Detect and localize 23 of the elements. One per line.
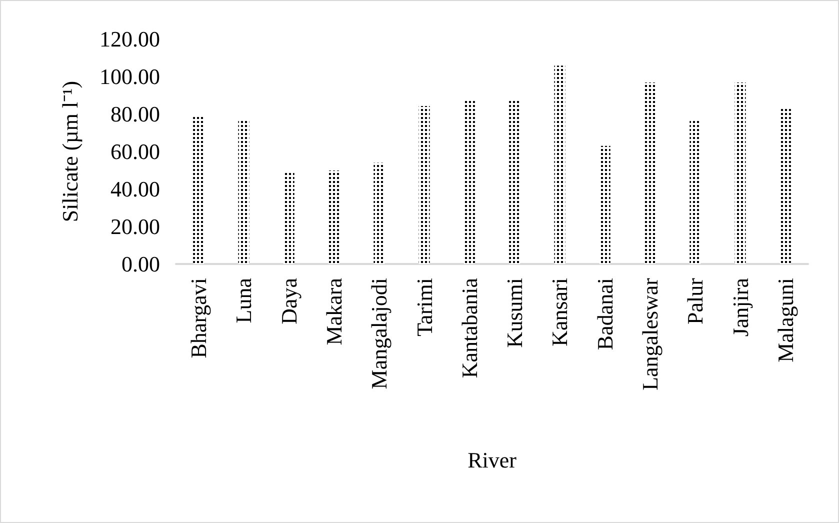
x-tick-label: Kantabania	[456, 278, 482, 378]
y-tick-label: 20.00	[110, 214, 160, 239]
y-tick-label: 100.00	[100, 64, 160, 89]
y-axis-title: Silicate (µm l⁻¹)	[58, 80, 82, 222]
x-tick-label: Janjira	[728, 278, 753, 337]
y-tick-label: 80.00	[110, 102, 160, 126]
x-tick-label: Malaguni	[772, 278, 798, 362]
y-tick-label: 120.00	[100, 26, 160, 52]
x-axis-title: River	[468, 448, 518, 472]
x-tick-label: Palur	[682, 277, 708, 324]
x-tick-label: Kansari	[547, 278, 572, 346]
y-tick-label: 40.00	[110, 176, 160, 202]
x-tick-label: Kusumi	[502, 278, 528, 348]
x-tick-label: Badanai	[592, 278, 618, 350]
x-tick-label: Makara	[322, 278, 346, 346]
x-tick-label: Daya	[276, 278, 302, 324]
y-tick-label: 60.00	[110, 139, 160, 164]
x-tick-label: Bhargavi	[186, 278, 212, 358]
x-tick-label: Tarimi	[412, 278, 437, 336]
x-tick-label: Langaleswar	[638, 277, 662, 390]
x-tick-label: Luna	[231, 278, 256, 324]
y-tick-label: 0.00	[122, 252, 160, 276]
x-tick-label: Mangalajodi	[366, 278, 392, 390]
